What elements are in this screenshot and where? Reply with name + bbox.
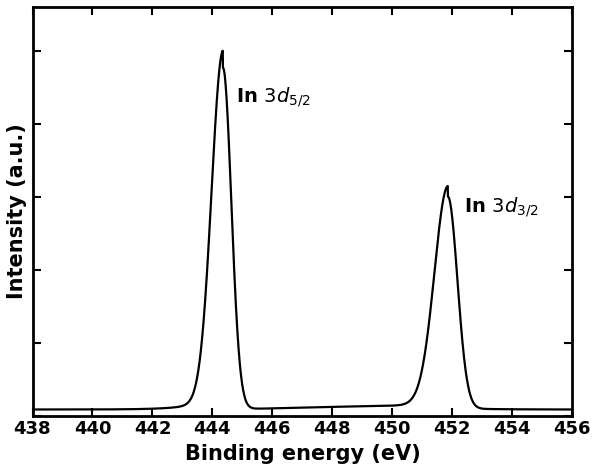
X-axis label: Binding energy (eV): Binding energy (eV) — [185, 444, 420, 464]
Text: In $3d_{3/2}$: In $3d_{3/2}$ — [464, 195, 539, 219]
Y-axis label: Intensity (a.u.): Intensity (a.u.) — [7, 123, 27, 299]
Text: In $3d_{5/2}$: In $3d_{5/2}$ — [236, 85, 311, 109]
